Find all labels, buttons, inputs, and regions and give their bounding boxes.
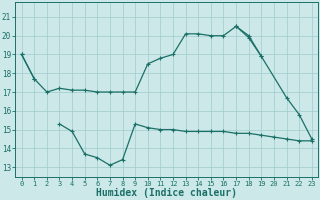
- X-axis label: Humidex (Indice chaleur): Humidex (Indice chaleur): [96, 188, 237, 198]
